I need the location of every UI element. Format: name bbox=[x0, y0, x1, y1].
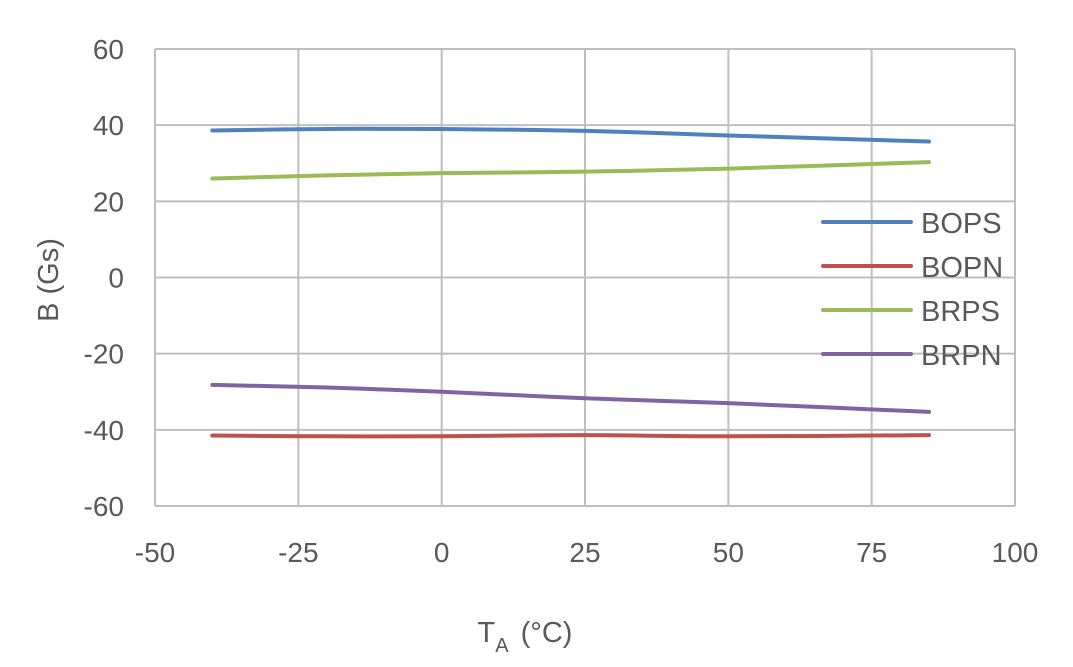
series-line-brpn bbox=[210, 382, 931, 414]
legend-label-brps: BRPS bbox=[921, 296, 1000, 328]
x-tick-label: -50 bbox=[135, 537, 175, 568]
x-tick-label: 100 bbox=[992, 537, 1039, 568]
y-tick-label: -40 bbox=[84, 415, 124, 446]
y-axis-title: B (Gs) bbox=[33, 238, 65, 322]
y-tick-label: 20 bbox=[93, 186, 124, 217]
x-tick-labels: -50 -25 0 25 50 75 100 bbox=[135, 537, 1039, 568]
series-line-bops bbox=[210, 126, 931, 144]
x-axis-title: TA (°C) bbox=[478, 617, 573, 657]
y-tick-label: -20 bbox=[84, 339, 124, 370]
y-tick-label: 40 bbox=[93, 110, 124, 141]
y-tick-label: 60 bbox=[93, 34, 124, 65]
x-axis-title-main: T bbox=[478, 617, 496, 649]
legend-label-brpn: BRPN bbox=[921, 340, 1002, 372]
y-tick-label: 0 bbox=[108, 263, 124, 294]
x-tick-label: 0 bbox=[434, 537, 450, 568]
x-tick-label: 25 bbox=[569, 537, 600, 568]
series-lines bbox=[210, 126, 931, 439]
legend-label-bops: BOPS bbox=[921, 208, 1002, 240]
x-tick-label: -25 bbox=[278, 537, 318, 568]
x-tick-label: 50 bbox=[713, 537, 744, 568]
y-tick-labels: -60 -40 -20 0 20 40 60 bbox=[84, 34, 124, 522]
x-tick-label: 75 bbox=[856, 537, 887, 568]
series-line-bopn bbox=[210, 433, 931, 439]
legend-label-bopn: BOPN bbox=[921, 252, 1003, 284]
x-axis-title-unit: (°C) bbox=[521, 617, 573, 649]
legend: BOPS BOPN BRPS BRPN bbox=[821, 208, 1003, 372]
series-line-brps bbox=[210, 160, 931, 181]
y-tick-label: -60 bbox=[84, 491, 124, 522]
x-axis-title-subscript: A bbox=[495, 635, 509, 657]
